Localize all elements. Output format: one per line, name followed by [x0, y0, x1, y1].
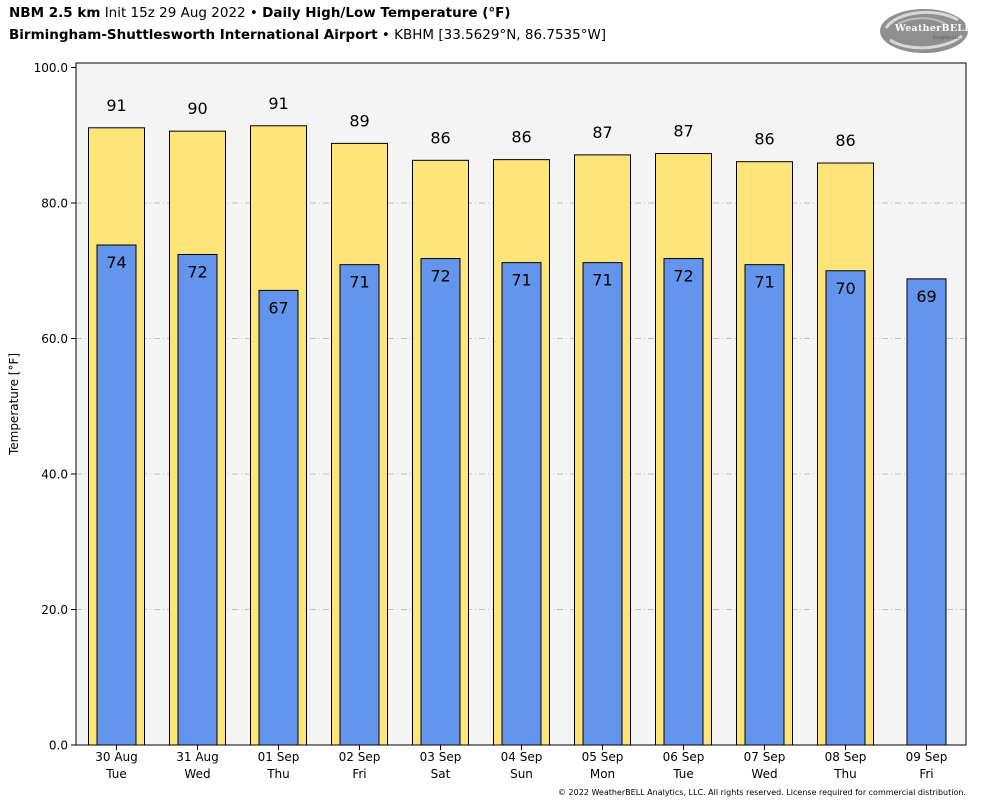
weatherbell-logo — [880, 9, 968, 53]
x-tick-label-day: Mon — [590, 767, 615, 781]
x-tick-label-date: 09 Sep — [906, 750, 948, 764]
x-tick-label-day: Fri — [352, 767, 366, 781]
y-tick-label: 60.0 — [41, 332, 68, 346]
low-temp-bar — [96, 244, 137, 746]
logo-text: WeatherBELL — [895, 23, 972, 34]
x-tick-label-day: Tue — [672, 767, 694, 781]
low-temp-bar — [258, 289, 299, 746]
x-tick-label-date: 05 Sep — [582, 750, 624, 764]
low-temp-label: 72 — [430, 267, 450, 286]
low-temp-label: 72 — [187, 262, 207, 281]
y-tick-label: 40.0 — [41, 468, 68, 482]
x-tick-label-day: Tue — [105, 767, 127, 781]
low-temp-bar — [420, 258, 461, 746]
low-temp-bar — [339, 264, 380, 746]
low-temp-bar — [825, 270, 866, 746]
x-tick-label-day: Thu — [266, 767, 290, 781]
x-tick-label-date: 07 Sep — [744, 750, 786, 764]
subtitle-bullet: • — [381, 27, 390, 43]
low-temp-bar — [177, 253, 218, 746]
data-labels: 91 74 90 72 91 67 89 71 86 72 86 71 87 71 87 72 86 71 86 70… — [106, 94, 936, 318]
x-tick-label-date: 02 Sep — [339, 750, 381, 764]
low-temp-label: 71 — [592, 271, 612, 290]
y-tick-label: 20.0 — [41, 603, 68, 617]
y-axis-label: Temperature [°F] — [7, 353, 21, 456]
low-temp-bar — [582, 262, 623, 746]
x-tick-label-date: 30 Aug — [95, 750, 138, 764]
high-temp-label: 87 — [592, 123, 612, 142]
product-name: Daily High/Low Temperature (°F) — [262, 5, 511, 21]
low-temp-label: 70 — [835, 279, 855, 298]
y-tick-label: 80.0 — [41, 197, 68, 211]
high-temp-label: 90 — [187, 99, 207, 118]
high-temp-label: 86 — [835, 131, 855, 150]
x-tick-label-day: Sun — [510, 767, 533, 781]
x-tick-label-day: Wed — [184, 767, 210, 781]
high-temp-label: 87 — [673, 122, 693, 141]
title-bullet: • — [249, 5, 258, 21]
high-temp-label: 91 — [268, 94, 288, 113]
y-tick-label: 0.0 — [49, 739, 68, 753]
low-temp-bar — [906, 278, 947, 746]
chart-subtitle: Birmingham-Shuttlesworth International A… — [9, 27, 606, 43]
x-tick-label-day: Sat — [431, 767, 451, 781]
x-tick-label-date: 06 Sep — [663, 750, 705, 764]
low-temp-label: 69 — [916, 287, 936, 306]
low-temp-label: 71 — [754, 273, 774, 292]
copyright-notice: © 2022 WeatherBELL Analytics, LLC. All r… — [558, 788, 966, 797]
low-temp-bar — [501, 262, 542, 746]
low-temp-label: 67 — [268, 298, 288, 317]
y-tick-label: 100.0 — [34, 61, 68, 75]
high-temp-label: 86 — [430, 128, 450, 147]
x-tick-label-date: 04 Sep — [501, 750, 543, 764]
high-temp-label: 86 — [754, 130, 774, 149]
x-tick-label-date: 03 Sep — [420, 750, 462, 764]
high-temp-label: 89 — [349, 111, 369, 130]
low-temp-label: 72 — [673, 267, 693, 286]
init-time: Init 15z 29 Aug 2022 — [104, 5, 246, 21]
low-temp-label: 71 — [349, 273, 369, 292]
x-tick-label-day: Fri — [919, 767, 933, 781]
chart-title: NBM 2.5 km Init 15z 29 Aug 2022 • Daily … — [9, 5, 511, 21]
logo-subtext: Analytics LLC — [933, 35, 960, 40]
high-temp-label: 91 — [106, 96, 126, 115]
x-tick-label-date: 31 Aug — [176, 750, 219, 764]
x-tick-label-date: 01 Sep — [258, 750, 300, 764]
high-temp-label: 86 — [511, 128, 531, 147]
axes: 0.0 20.0 40.0 60.0 80.0 100.0 30 Aug Tue 31 Aug W… — [34, 61, 948, 781]
bars — [88, 125, 947, 746]
low-temp-bar — [744, 264, 785, 746]
x-tick-label-day: Wed — [751, 767, 777, 781]
location-name: Birmingham-Shuttlesworth International A… — [9, 27, 378, 43]
station-info: KBHM [33.5629°N, 86.7535°W] — [394, 27, 607, 43]
model-name: NBM 2.5 km — [9, 5, 101, 21]
low-temp-bar — [663, 258, 704, 746]
x-tick-label-day: Thu — [833, 767, 857, 781]
x-tick-label-date: 08 Sep — [825, 750, 867, 764]
low-temp-label: 71 — [511, 271, 531, 290]
low-temp-label: 74 — [106, 253, 126, 272]
